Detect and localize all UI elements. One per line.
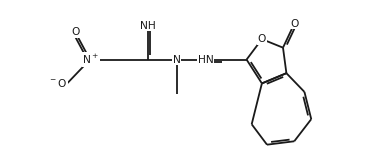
Text: $^-$O: $^-$O — [48, 77, 67, 89]
Text: N$^+$: N$^+$ — [83, 53, 99, 66]
Text: O: O — [258, 34, 266, 44]
Text: HN: HN — [198, 55, 214, 65]
Text: NH: NH — [140, 20, 156, 31]
Text: O: O — [71, 27, 80, 37]
Text: N: N — [173, 55, 181, 65]
Text: O: O — [290, 19, 298, 29]
